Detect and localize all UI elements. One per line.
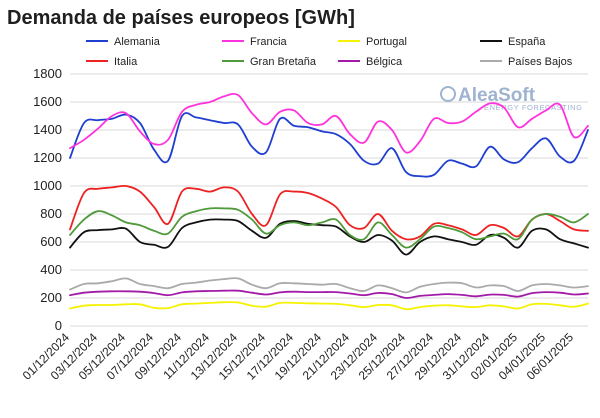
legend-label-espana: España: [508, 36, 546, 48]
y-tick-label: 1200: [33, 150, 62, 165]
y-tick-label: 400: [40, 262, 62, 277]
y-tick-label: 0: [55, 318, 62, 333]
legend-label-francia: Francia: [250, 36, 288, 48]
watermark-brand: AleaSoft: [458, 85, 536, 106]
series-line-espana: [69, 218, 589, 256]
series-line-portugal: [69, 301, 589, 311]
series-line-belgica: [69, 289, 589, 299]
y-tick-label: 1000: [33, 178, 62, 193]
y-axis-ticks: 0 200 400 600 800 1000 1200 1400 1600 1800: [33, 66, 62, 333]
legend-label-italia: Italia: [114, 56, 138, 68]
series-line-gran-bretana: [69, 207, 589, 249]
chart-title: Demanda de países europeos [GWh]: [7, 7, 355, 29]
series-line-paises-bajos: [69, 277, 589, 294]
series-lines: [69, 92, 589, 311]
y-tick-label: 800: [40, 206, 62, 221]
watermark-logo-icon: [440, 86, 456, 102]
legend-label-alemania: Alemania: [114, 36, 161, 48]
y-tick-label: 1800: [33, 66, 62, 81]
legend-label-portugal: Portugal: [366, 36, 407, 48]
y-tick-label: 1400: [33, 122, 62, 137]
series-line-alemania: [69, 112, 589, 178]
legend-label-paises-bajos: Países Bajos: [508, 56, 573, 68]
y-tick-label: 600: [40, 234, 62, 249]
series-line-italia: [69, 184, 589, 241]
legend: Alemania Francia Portugal España Italia Gran …: [86, 36, 573, 68]
y-tick-label: 1600: [33, 94, 62, 109]
watermark-tagline: ENERGY FORECASTING: [484, 103, 583, 112]
legend-label-belgica: Bélgica: [366, 56, 403, 68]
y-tick-label: 200: [40, 290, 62, 305]
series-line-francia: [69, 92, 589, 154]
grid-lines: [70, 73, 588, 327]
legend-label-gran-bretana: Gran Bretaña: [250, 56, 317, 68]
x-axis-ticks: 01/12/202403/12/202405/12/202407/12/2024…: [20, 330, 577, 383]
watermark: AleaSoft ENERGY FORECASTING: [440, 85, 583, 112]
